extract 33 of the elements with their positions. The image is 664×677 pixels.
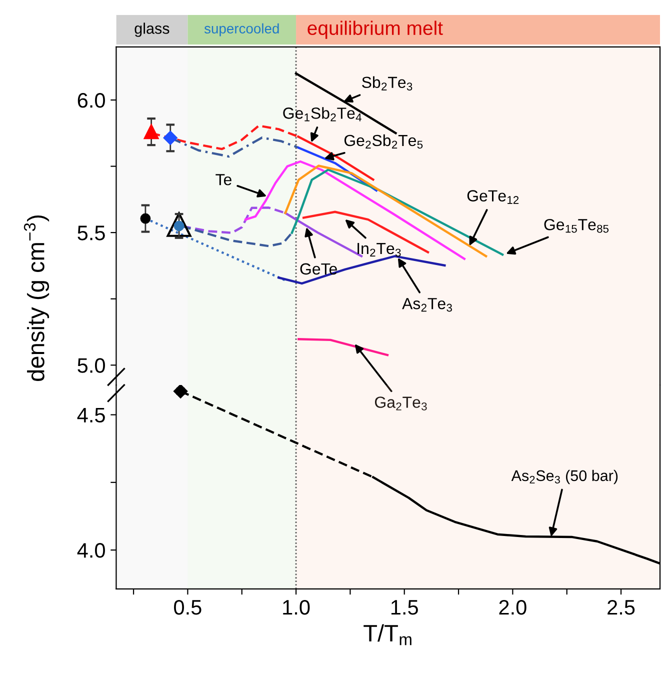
x-tick-label: 0.5 [174,600,202,615]
annotation: Sb$_{2}$Te$_{3}$ [362,76,412,90]
y-tick-label: 4.0 [77,543,105,558]
annotation: Ge$_{1}$Sb$_{2}$Te$_{4}$ [283,107,362,122]
annotation: Te [216,174,232,186]
annotation: Ge$_{15}$Te$_{85}$ [544,218,609,233]
point [163,130,178,145]
band-label: glass [134,22,170,37]
annotation: GeTe [300,263,337,275]
point [144,124,159,140]
line-series [244,160,466,260]
point [166,212,192,237]
band-label: equilibrium melt [308,20,443,39]
x-tick-label: 1.5 [391,600,418,615]
x-tick-label: 2.0 [499,600,526,615]
y-tick-label: 6.0 [78,93,105,108]
annotation: GeTe$_{12}$ [467,190,519,204]
y-axis-title: density (g cm$^{−3}$) [24,215,50,381]
annotation: Ga$_{2}$Te$_{3}$ [374,396,427,410]
y-tick-label: 5.5 [78,226,105,240]
y-tick-label: 5.0 [78,358,105,373]
annotation: In$_{2}$Te$_{3}$ [358,242,401,257]
line-series [290,168,504,256]
x-tick-label: 1.0 [283,600,310,615]
annotation: Ge$_{2}$Sb$_{2}$Te$_{5}$ [344,134,423,149]
band-label: supercooled [204,23,279,36]
annotation: As$_{2}$Se$_{3}$ (50 bar) [511,470,618,484]
x-tick-label: 2.5 [608,600,635,615]
x-axis-title: T/T$_{m}$ [364,624,412,646]
line-series [278,255,446,285]
point [140,213,151,224]
y-tick-label: 4.5 [77,408,105,423]
annotation: As$_{2}$Te$_{3}$ [402,298,452,312]
